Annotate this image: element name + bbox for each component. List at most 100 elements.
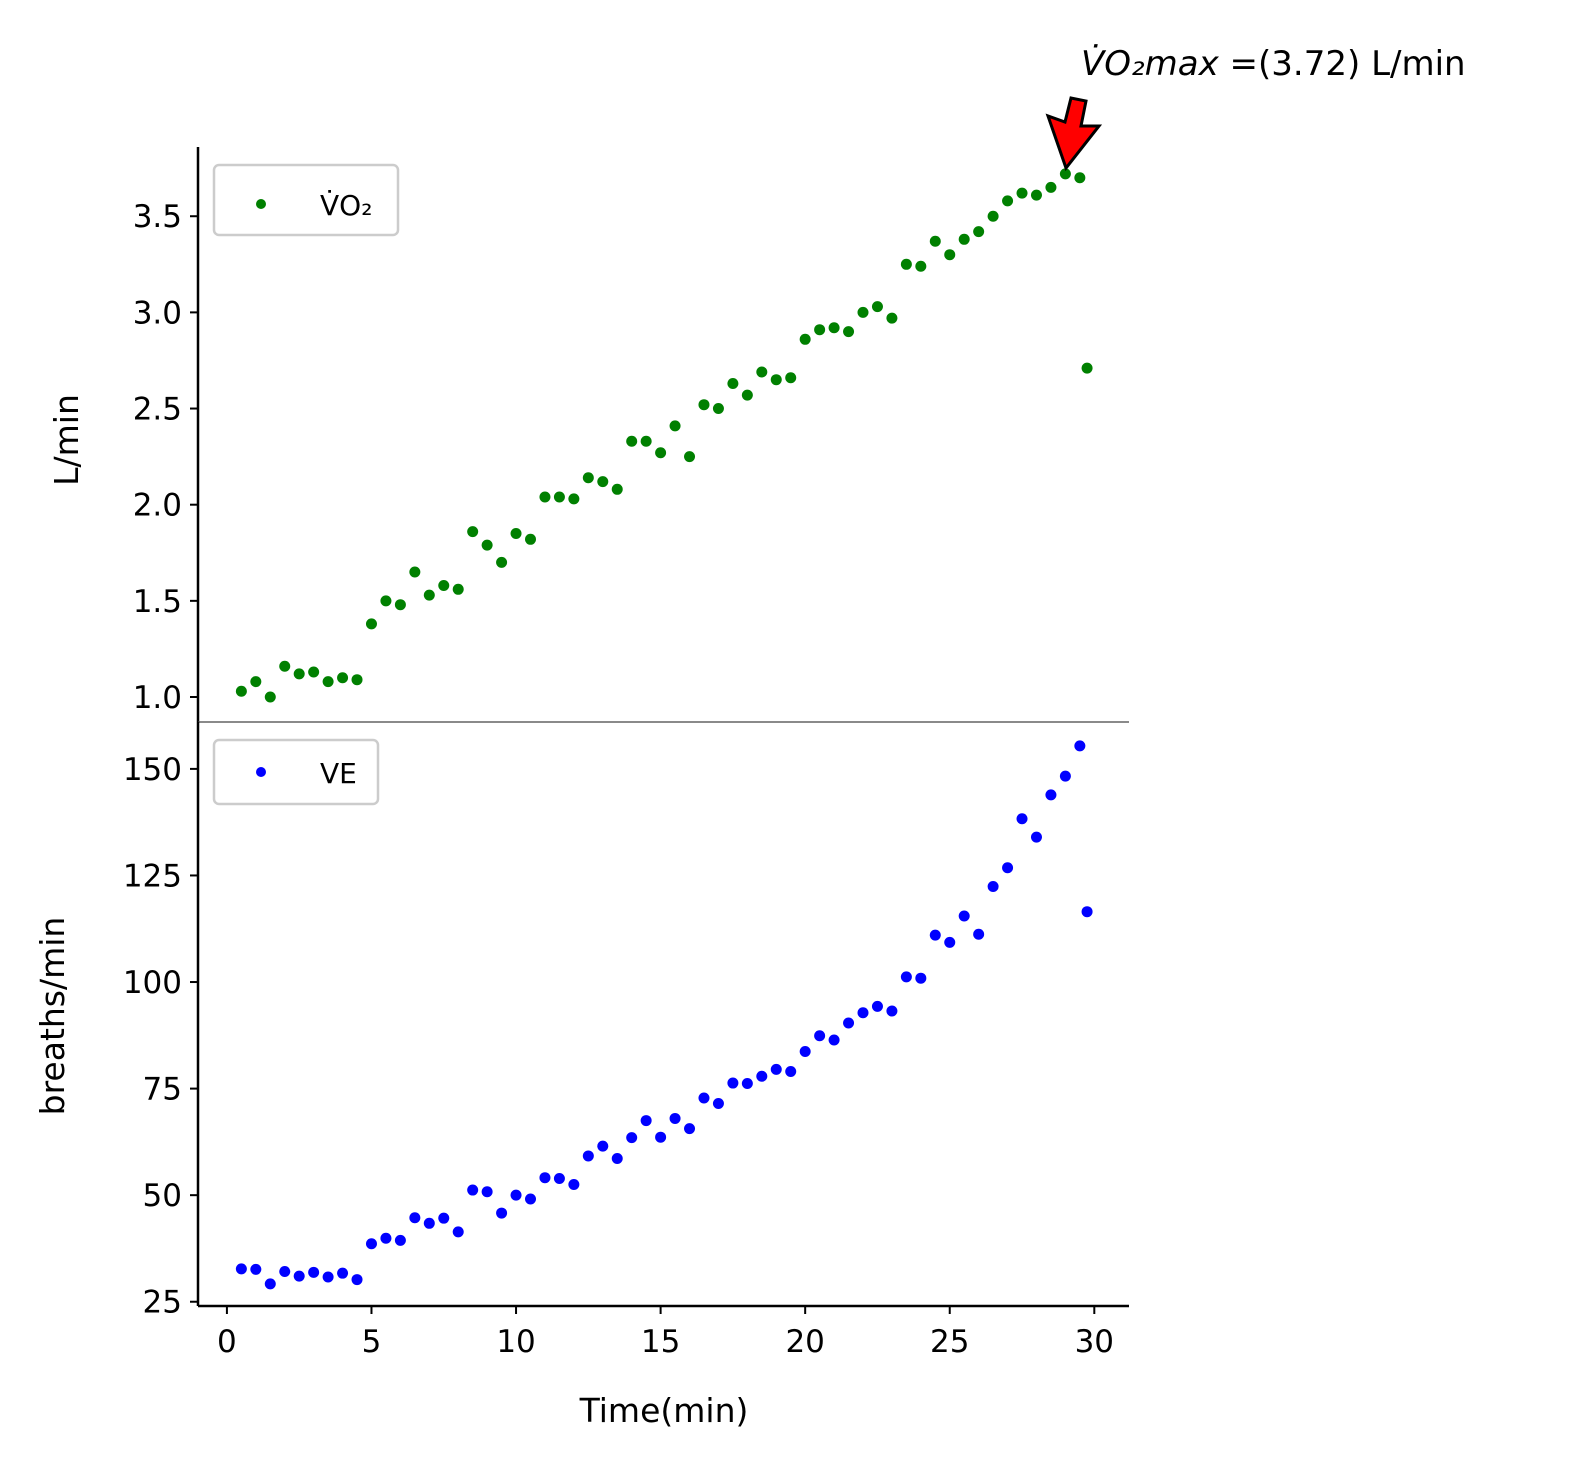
ve-data-point xyxy=(510,1189,522,1201)
vo2-data-point xyxy=(944,249,956,261)
vo2-data-point xyxy=(1016,187,1028,199)
vo2-data-point xyxy=(929,235,941,247)
x-tick-label: 15 xyxy=(641,1324,680,1360)
ve-data-point xyxy=(669,1112,681,1124)
ve-data-point xyxy=(640,1115,652,1127)
vo2-y-tick-label: 2.5 xyxy=(133,392,182,428)
vo2-data-point xyxy=(1045,181,1057,193)
vo2-data-point xyxy=(539,491,551,503)
ve-data-point xyxy=(452,1226,464,1238)
ve-data-point xyxy=(250,1263,262,1275)
vo2-data-point xyxy=(770,374,782,386)
vo2-data-point xyxy=(1002,195,1014,207)
ve-data-point xyxy=(944,936,956,948)
vo2-data-point xyxy=(1030,189,1042,201)
vo2-y-tick-label: 1.0 xyxy=(133,680,182,716)
vo2-data-point xyxy=(337,672,349,684)
ve-data-point xyxy=(684,1123,696,1135)
vo2-y-tick-label: 3.0 xyxy=(133,295,182,331)
ve-data-point xyxy=(308,1266,320,1278)
ve-data-point xyxy=(1074,740,1086,752)
ve-data-point xyxy=(235,1263,247,1275)
vo2-y-tick-label: 1.5 xyxy=(133,584,182,620)
ve-data-point xyxy=(394,1234,406,1246)
ve-data-point xyxy=(900,971,912,983)
vo2-data-point xyxy=(496,556,508,568)
vo2max-annotation-symbol: V̇O₂max xyxy=(1081,44,1220,84)
ve-data-point xyxy=(611,1153,623,1165)
x-tick-label: 25 xyxy=(930,1324,969,1360)
vo2-data-point xyxy=(828,322,840,334)
vo2-data-point xyxy=(380,595,392,607)
ve-data-point xyxy=(843,1017,855,1029)
x-tick-label: 0 xyxy=(217,1324,237,1360)
ve-data-point xyxy=(481,1186,493,1198)
ve-data-point xyxy=(698,1092,710,1104)
vo2-data-point xyxy=(626,435,638,447)
ve-data-point xyxy=(626,1132,638,1144)
ve-data-point xyxy=(1045,789,1057,801)
vo2-data-point xyxy=(655,447,667,459)
vo2-data-point xyxy=(438,579,450,591)
ve-data-point xyxy=(467,1184,479,1196)
ve-data-point xyxy=(553,1173,565,1185)
ve-data-point xyxy=(799,1046,811,1058)
vo2-legend: V̇O₂ xyxy=(212,163,400,237)
vo2-data-point xyxy=(987,210,999,222)
vo2-data-point xyxy=(698,399,710,411)
vo2-data-point xyxy=(640,435,652,447)
vo2-data-point xyxy=(510,528,522,540)
ve-legend-label: VE xyxy=(320,757,357,790)
vo2-data-point xyxy=(597,476,609,488)
ve-data-point xyxy=(756,1070,768,1082)
ve-data-point xyxy=(337,1267,349,1279)
ve-data-point xyxy=(886,1005,898,1017)
ve-y-tick-label: 100 xyxy=(123,965,182,1001)
ve-data-point xyxy=(597,1140,609,1152)
x-tick-label: 30 xyxy=(1075,1324,1114,1360)
vo2-data-point xyxy=(553,491,565,503)
ve-data-point xyxy=(871,1000,883,1012)
x-tick-label: 10 xyxy=(496,1324,535,1360)
vo2-data-point xyxy=(452,583,464,595)
vo2-data-point xyxy=(741,389,753,401)
ve-points xyxy=(235,740,1093,1290)
vo2-data-point xyxy=(1081,362,1093,374)
ve-data-point xyxy=(1016,813,1028,825)
vo2-data-point xyxy=(582,472,594,484)
vo2-data-point xyxy=(973,226,985,238)
ve-panel: 25 50 75 100 125 150 0 5 10 15 20 25 30 breaths/min… xyxy=(33,722,1129,1430)
vo2-data-point xyxy=(756,366,768,378)
x-tick-label: 5 xyxy=(362,1324,382,1360)
vo2-data-point xyxy=(727,378,739,390)
vo2-data-point xyxy=(264,691,276,703)
ve-data-point xyxy=(857,1007,869,1019)
ve-data-point xyxy=(712,1098,724,1110)
ve-data-point xyxy=(582,1150,594,1162)
ve-data-point xyxy=(496,1207,508,1219)
vo2-y-tick-label: 2.0 xyxy=(133,488,182,524)
ve-data-point xyxy=(929,929,941,941)
vo2-data-point xyxy=(235,685,247,697)
ve-data-point xyxy=(828,1034,840,1046)
ve-y-tick-label: 150 xyxy=(123,752,182,788)
ve-legend-marker xyxy=(256,767,266,777)
vo2-data-point xyxy=(250,676,262,688)
ve-data-point xyxy=(539,1172,551,1184)
ve-y-axis-label: breaths/min xyxy=(33,917,72,1116)
vo2-data-point xyxy=(799,333,811,345)
vo2-legend-box xyxy=(212,163,400,237)
ve-data-point xyxy=(293,1270,305,1282)
vo2-data-point xyxy=(394,599,406,611)
ve-data-point xyxy=(915,972,927,984)
ve-legend: VE xyxy=(212,738,380,806)
vo2-data-point xyxy=(785,372,797,384)
vo2-data-point xyxy=(467,526,479,538)
ve-data-point xyxy=(264,1278,276,1290)
vo2-data-point xyxy=(481,539,493,551)
ve-y-tick-label: 50 xyxy=(143,1178,182,1214)
ve-data-point xyxy=(409,1212,421,1224)
vo2-data-point xyxy=(409,566,421,578)
ve-data-point xyxy=(727,1077,739,1089)
